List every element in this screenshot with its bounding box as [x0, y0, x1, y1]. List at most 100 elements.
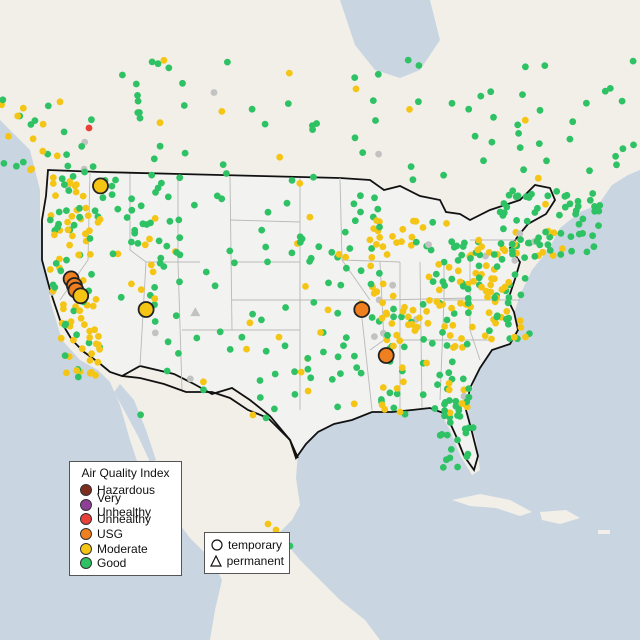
- monitor-dot: [504, 299, 512, 307]
- monitor-dot: [477, 92, 485, 100]
- monitor-dot: [396, 337, 404, 345]
- legend-item-usg: USG: [76, 527, 175, 542]
- permanent-monitor-marker: [190, 307, 201, 317]
- monitor-dot: [94, 358, 102, 366]
- legend-label: Moderate: [97, 541, 148, 556]
- monitor-dot: [465, 385, 473, 392]
- monitor-dot: [128, 195, 136, 203]
- monitor-dot: [468, 323, 476, 331]
- monitor-dot: [454, 436, 461, 444]
- monitor-dot: [191, 201, 198, 209]
- monitor-dot: [481, 332, 489, 340]
- monitor-dot: [57, 334, 65, 342]
- monitor-dot: [411, 327, 419, 334]
- monitor-dot: [288, 249, 296, 257]
- monitor-dot: [366, 236, 374, 244]
- monitor-dot: [256, 394, 264, 401]
- monitor-dot: [528, 190, 535, 198]
- monitor-dot: [75, 251, 83, 259]
- monitor-dot: [63, 151, 70, 159]
- monitor-dot: [448, 238, 456, 246]
- monitor-dot: [443, 431, 451, 439]
- monitor-dot: [69, 232, 76, 240]
- monitor-dot: [420, 336, 427, 343]
- monitor-dot: [515, 130, 522, 137]
- monitor-dot: [108, 182, 116, 190]
- monitor-dot: [68, 212, 76, 220]
- monitor-dot: [176, 234, 184, 242]
- cuba: [452, 494, 532, 516]
- monitor-dot: [210, 89, 218, 96]
- monitor-dot: [531, 209, 539, 216]
- monitor-dot: [226, 346, 234, 353]
- monitor-dot: [475, 262, 483, 270]
- monitor-dot: [328, 248, 336, 256]
- monitor-dot: [76, 213, 83, 221]
- monitor-dot: [27, 121, 35, 128]
- monitor-dot: [445, 380, 453, 387]
- monitor-dot: [69, 173, 77, 180]
- monitor-dot: [160, 56, 168, 64]
- monitor-dot: [613, 161, 620, 169]
- monitor-dot: [57, 267, 65, 275]
- monitor-dot: [432, 270, 440, 278]
- monitor-dot: [282, 304, 289, 311]
- monitor-dot: [288, 177, 296, 184]
- monitor-dot: [542, 200, 549, 208]
- monitor-dot: [180, 102, 188, 109]
- monitor-dot: [522, 63, 529, 71]
- monitor-dot: [566, 135, 574, 143]
- legend-label: Good: [97, 556, 127, 571]
- monitor-dot: [459, 243, 467, 250]
- monitor-dot: [482, 262, 490, 270]
- monitor-dot: [262, 243, 270, 251]
- monitor-dot: [493, 263, 501, 270]
- monitor-dot: [429, 278, 437, 285]
- moderate-swatch: [80, 542, 92, 555]
- monitor-dot: [408, 320, 416, 328]
- monitor-dot: [91, 207, 99, 215]
- monitor-dot: [52, 192, 59, 200]
- monitor-dot: [151, 284, 159, 291]
- monitor-dot: [445, 386, 453, 394]
- monitor-dot: [557, 251, 565, 258]
- monitor-dot: [61, 352, 69, 359]
- monitor-dot: [179, 79, 186, 87]
- monitor-dot: [427, 246, 435, 254]
- monitor-dot: [464, 295, 472, 302]
- monitor-dot: [39, 120, 47, 128]
- monitor-dot: [491, 294, 499, 302]
- monitor-dot: [371, 333, 378, 340]
- monitor-dot: [630, 141, 637, 149]
- monitor-dot: [357, 208, 364, 216]
- monitor-dot: [88, 270, 95, 278]
- monitor-dot: [262, 347, 270, 355]
- monitor-dot: [375, 150, 382, 158]
- legend-item-very-unhealthy: Very Unhealthy: [76, 491, 175, 519]
- monitor-dot: [399, 225, 407, 233]
- monitor-dot: [383, 310, 391, 318]
- legend-label: Very Unhealthy: [97, 490, 152, 519]
- monitor-dot: [226, 247, 234, 255]
- monitor-dot: [238, 333, 246, 341]
- monitor-dot: [302, 283, 309, 290]
- monitor-dot: [96, 216, 104, 223]
- monitor-dot: [89, 163, 97, 171]
- monitor-dot: [488, 335, 495, 343]
- monitor-dot: [378, 314, 386, 322]
- monitor-dot: [70, 307, 78, 315]
- monitor-dot: [441, 282, 448, 289]
- monitor-dot: [219, 161, 227, 169]
- monitor-dot: [62, 320, 70, 328]
- monitor-dot: [435, 286, 443, 294]
- circle-icon: [210, 539, 224, 551]
- monitor-dot: [340, 342, 347, 349]
- monitor-dot: [514, 192, 522, 200]
- monitor-dot: [248, 105, 256, 113]
- monitor-dot: [470, 277, 477, 285]
- monitor-dot: [46, 216, 54, 224]
- monitor-dot: [157, 254, 165, 262]
- monitor-dot: [202, 268, 210, 276]
- monitor-dot: [127, 280, 135, 288]
- monitor-dot: [164, 193, 172, 201]
